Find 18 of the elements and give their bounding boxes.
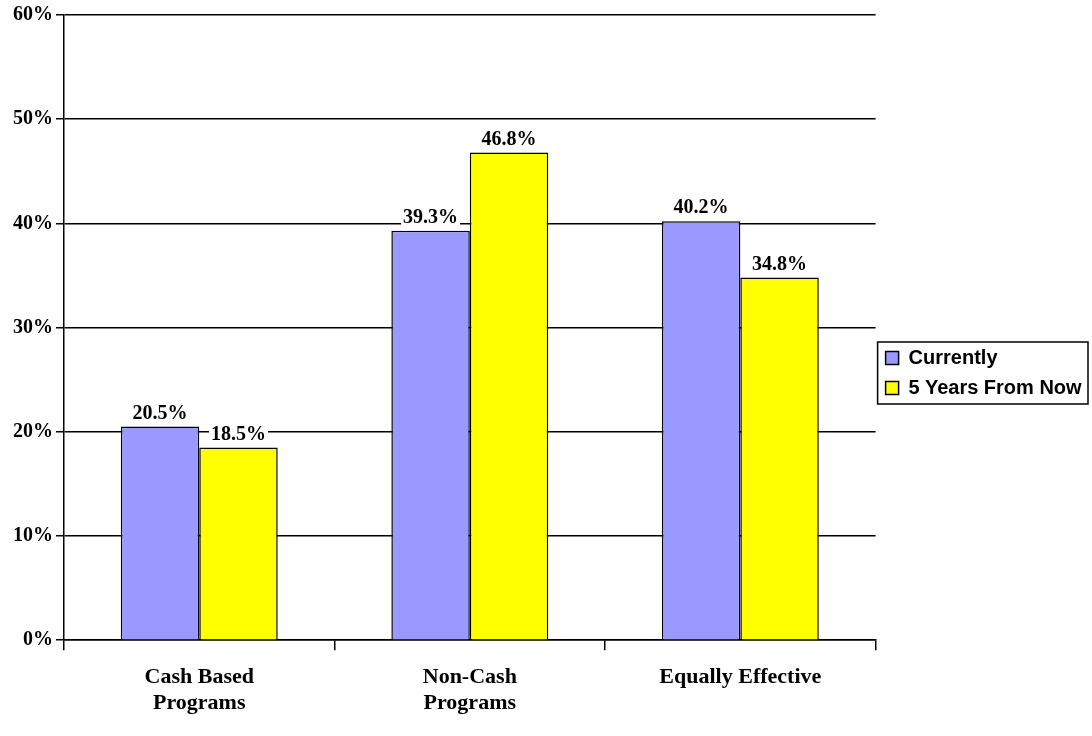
text: 34.8%	[752, 251, 808, 274]
x-tick-label: Cash Based Programs	[144, 663, 254, 715]
text: 20.5%	[132, 400, 188, 423]
y-tick-label: 40%	[13, 210, 53, 233]
legend-label: 5 Years From Now	[908, 375, 1083, 398]
text: 18.5%	[210, 421, 266, 444]
y-tick-label: 30%	[13, 314, 53, 337]
x-tick-label: Non-Cash Programs	[422, 663, 517, 715]
y-tick-label: 50%	[13, 106, 53, 129]
text: 39.3%	[403, 204, 459, 227]
y-tick-label: 10%	[13, 523, 53, 546]
y-tick-label: 60%	[13, 2, 53, 25]
legend-label: Currently	[908, 345, 999, 368]
y-tick-label: 0%	[23, 627, 53, 650]
text: 46.8%	[481, 126, 537, 149]
text: 40.2%	[673, 195, 729, 218]
y-tick-label: 20%	[13, 418, 53, 441]
x-tick-label: Equally Effective	[659, 663, 822, 689]
